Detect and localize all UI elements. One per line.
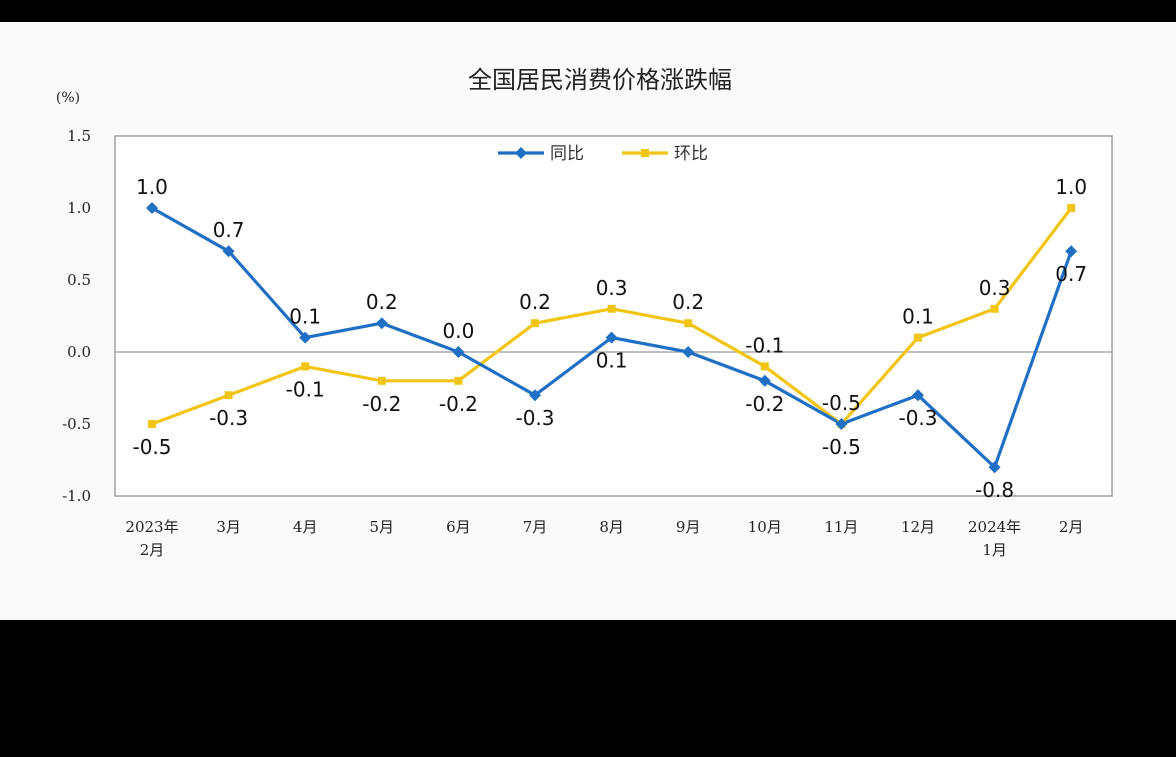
x-tick-label: 6月 (446, 518, 471, 536)
point-marker (914, 333, 922, 342)
data-label: 1.0 (1055, 175, 1087, 199)
x-tick-label: 4月 (293, 518, 318, 536)
x-tick-label: 9月 (676, 518, 701, 536)
point-marker (146, 202, 158, 214)
point-marker (301, 362, 310, 371)
data-label: 1.0 (136, 175, 168, 199)
x-tick-label: 5月 (370, 518, 395, 536)
x-tick-label: 8月 (599, 518, 624, 536)
point-marker (1065, 245, 1078, 258)
data-label: -0.5 (132, 435, 171, 459)
data-label: 0.2 (366, 290, 398, 314)
point-marker (454, 376, 463, 385)
point-marker (990, 304, 999, 313)
chart-title: 全国居民消费价格涨跌幅 (468, 66, 732, 94)
y-tick-label: 1.0 (67, 199, 91, 217)
data-label: 0.2 (672, 290, 704, 314)
data-label: 0.1 (596, 349, 628, 373)
point-marker (377, 376, 386, 385)
x-tick-label: 7月 (523, 518, 548, 536)
point-marker (684, 319, 693, 328)
data-label: -0.2 (362, 392, 401, 416)
x-tick-label: 2月 (140, 541, 165, 559)
point-marker (682, 346, 695, 358)
y-tick-label: -1.0 (62, 487, 91, 505)
point-marker (375, 317, 388, 330)
point-marker (529, 389, 541, 402)
y-tick-label: 0.5 (67, 271, 91, 289)
legend: 同比 环比 (498, 144, 708, 164)
y-tick-label: 0.0 (67, 343, 91, 361)
point-marker (222, 245, 235, 258)
legend-marker (515, 147, 527, 159)
point-marker (1067, 204, 1076, 212)
y-tick-label: -0.5 (62, 415, 91, 433)
x-tick-label: 2023年 (125, 518, 178, 536)
point-marker (299, 331, 312, 344)
point-marker (605, 331, 618, 344)
y-axis-unit: (%) (56, 90, 80, 106)
data-label: -0.2 (439, 392, 478, 416)
data-label: 0.1 (289, 305, 321, 329)
data-label: -0.3 (209, 406, 248, 430)
x-tick-label: 2024年 (968, 518, 1021, 536)
point-marker (912, 389, 924, 402)
data-label: -0.5 (822, 391, 861, 415)
point-marker (758, 374, 771, 387)
point-marker (148, 420, 156, 428)
data-label: 0.3 (596, 276, 628, 300)
point-marker (452, 346, 465, 358)
legend-label: 环比 (674, 144, 708, 164)
data-label: -0.3 (898, 406, 937, 430)
data-label: -0.8 (975, 478, 1014, 502)
x-tick-label: 1月 (982, 541, 1007, 559)
data-label: 0.2 (519, 290, 551, 314)
data-label: -0.1 (286, 377, 325, 401)
legend-label: 同比 (550, 144, 584, 164)
data-label: -0.2 (745, 392, 784, 416)
data-label: -0.5 (822, 435, 861, 459)
x-tick-label: 11月 (824, 518, 858, 536)
data-label: 0.3 (979, 276, 1011, 300)
y-tick-label: 1.5 (67, 127, 91, 145)
data-label: 0.0 (442, 319, 474, 343)
point-marker (224, 391, 233, 400)
point-marker (607, 304, 616, 313)
x-tick-label: 12月 (901, 518, 935, 536)
point-marker (988, 461, 1001, 474)
point-marker (760, 362, 769, 371)
plot-area (114, 135, 1113, 497)
legend-marker (641, 149, 649, 157)
data-label: -0.3 (515, 406, 554, 430)
data-label: 0.7 (213, 218, 245, 242)
data-label: -0.1 (745, 333, 784, 357)
data-label: 0.1 (902, 305, 934, 329)
x-tick-label: 3月 (216, 518, 241, 536)
x-tick-label: 10月 (748, 518, 782, 536)
x-tick-label: 2月 (1059, 518, 1084, 536)
screen: 全国居民消费价格涨跌幅 (%) 1.5 1.0 0.5 0.0 -0.5 -1.0 202… (0, 22, 1176, 620)
data-label: 0.7 (1055, 262, 1087, 286)
point-marker (835, 418, 848, 430)
cpi-line-chart: 全国居民消费价格涨跌幅 (%) 1.5 1.0 0.5 0.0 -0.5 -1.0 202… (56, 66, 1113, 559)
point-marker (531, 319, 539, 328)
